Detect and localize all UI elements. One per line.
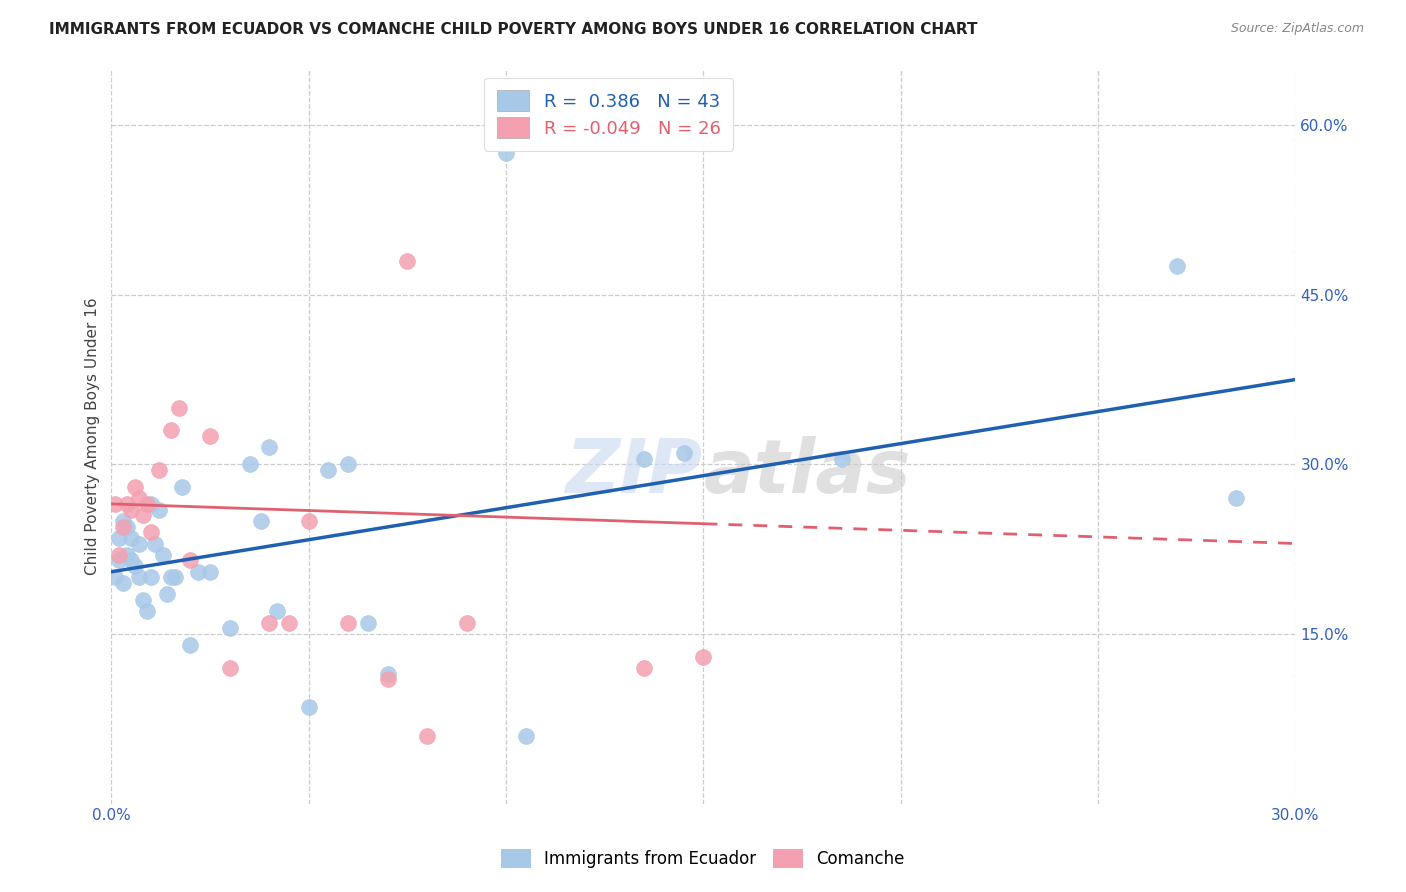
Point [136, 604, 159, 618]
Point [159, 570, 181, 584]
Point [112, 514, 135, 528]
Point [148, 463, 170, 477]
Point [172, 480, 194, 494]
Point [148, 502, 170, 516]
Point [120, 553, 142, 567]
Legend: R =  0.386   N = 43, R = -0.049   N = 26: R = 0.386 N = 43, R = -0.049 N = 26 [484, 78, 734, 151]
Point [259, 615, 281, 630]
Point [128, 536, 150, 550]
Point [104, 570, 127, 584]
Point [198, 429, 221, 443]
Point [132, 508, 155, 523]
Point [377, 666, 399, 681]
Point [112, 576, 135, 591]
Point [124, 480, 146, 494]
Point [139, 525, 162, 540]
Text: atlas: atlas [703, 436, 911, 509]
Point [128, 570, 150, 584]
Point [198, 565, 221, 579]
Point [672, 446, 695, 460]
Point [396, 253, 419, 268]
Legend: Immigrants from Ecuador, Comanche: Immigrants from Ecuador, Comanche [492, 840, 914, 877]
Point [139, 497, 162, 511]
Point [377, 672, 399, 686]
Point [633, 661, 655, 675]
Point [1225, 491, 1247, 506]
Point [298, 514, 321, 528]
Point [132, 593, 155, 607]
Point [187, 565, 209, 579]
Point [108, 553, 131, 567]
Text: ZIP: ZIP [567, 436, 703, 509]
Point [318, 463, 340, 477]
Y-axis label: Child Poverty Among Boys Under 16: Child Poverty Among Boys Under 16 [86, 297, 100, 574]
Point [108, 531, 131, 545]
Point [515, 729, 537, 743]
Point [278, 615, 301, 630]
Point [633, 451, 655, 466]
Point [159, 424, 181, 438]
Point [337, 615, 360, 630]
Point [1166, 260, 1188, 274]
Point [179, 553, 201, 567]
Point [163, 570, 186, 584]
Point [250, 514, 273, 528]
Text: IMMIGRANTS FROM ECUADOR VS COMANCHE CHILD POVERTY AMONG BOYS UNDER 16 CORRELATIO: IMMIGRANTS FROM ECUADOR VS COMANCHE CHIL… [49, 22, 977, 37]
Point [143, 536, 166, 550]
Point [298, 700, 321, 714]
Text: Source: ZipAtlas.com: Source: ZipAtlas.com [1230, 22, 1364, 36]
Point [115, 548, 138, 562]
Point [259, 441, 281, 455]
Point [831, 451, 853, 466]
Point [167, 401, 190, 415]
Point [495, 146, 517, 161]
Point [337, 458, 360, 472]
Point [179, 638, 201, 652]
Point [456, 615, 478, 630]
Point [115, 519, 138, 533]
Point [218, 621, 240, 635]
Point [124, 559, 146, 574]
Point [112, 519, 135, 533]
Point [104, 497, 127, 511]
Point [238, 458, 260, 472]
Point [136, 497, 159, 511]
Point [156, 587, 179, 601]
Point [128, 491, 150, 506]
Point [115, 497, 138, 511]
Point [152, 548, 174, 562]
Point [357, 615, 380, 630]
Point [120, 502, 142, 516]
Point [108, 548, 131, 562]
Point [692, 649, 714, 664]
Point [416, 729, 439, 743]
Point [120, 531, 142, 545]
Point [218, 661, 240, 675]
Point [266, 604, 288, 618]
Point [139, 570, 162, 584]
